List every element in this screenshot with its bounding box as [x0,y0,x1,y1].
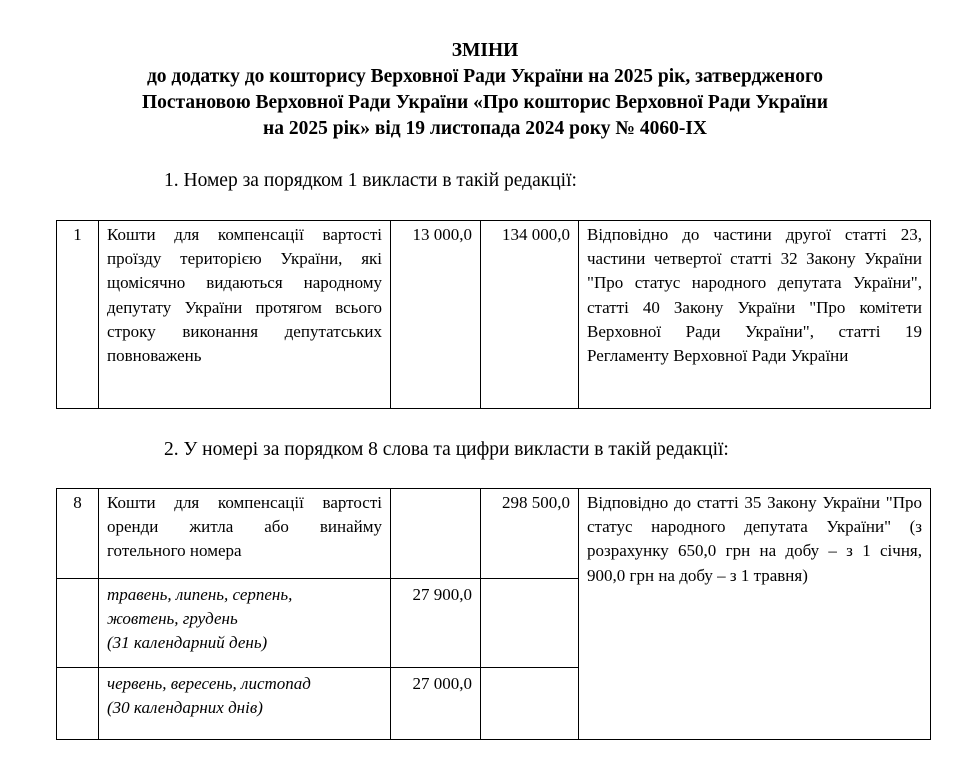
heading-title: ЗМІНИ [451,40,519,61]
heading-line: до додатку до кошторису Верховної Ради У… [146,66,824,87]
subrow-days: (30 календарних днів) [107,698,263,718]
subrow-period: червень, вересень, листопад (30 календар… [98,667,391,740]
empty-cell [480,667,579,740]
row-description: Кошти для компенсації вартості проїзду т… [98,220,391,409]
empty-cell [56,667,99,740]
table-subrow: червень, вересень, листопад (30 календар… [56,667,931,740]
section1-table: 1 Кошти для компенсації вартості проїзду… [56,220,931,409]
section2-table: 8 Кошти для компенсації вартості оренди … [56,488,931,740]
row-amount-monthly [390,488,481,579]
row-number: 1 [56,220,99,409]
subrow-months: травень, липень, серпень, жовтень, груде… [107,585,293,629]
heading-line: на 2025 рік» від 19 листопада 2024 року … [263,118,707,139]
heading-line: Постановою Верховної Ради України «Про к… [141,92,828,113]
section1-text: 1. Номер за порядком 1 викласти в такій … [164,170,577,191]
empty-cell [480,578,579,668]
empty-cell [56,578,99,668]
subrow-amount: 27 900,0 [390,578,481,668]
row-basis: Відповідно до частини другої статті 23, … [578,220,931,409]
row-amount-monthly: 13 000,0 [390,220,481,409]
row-description: Кошти для компенсації вартості оренди жи… [98,488,391,579]
table-row: 1 Кошти для компенсації вартості проїзду… [56,220,931,409]
table-row: 8 Кошти для компенсації вартості оренди … [56,488,931,740]
subrow-amount: 27 000,0 [390,667,481,740]
subrow-days: (31 календарний день) [107,633,268,653]
subrow-period: травень, липень, серпень, жовтень, груде… [98,578,391,668]
row-amount-total: 134 000,0 [480,220,579,409]
row-basis: Відповідно до статті 35 Закону України "… [578,488,931,740]
row-number: 8 [56,488,99,579]
subrow-months: червень, вересень, листопад [107,674,311,693]
document-heading: ЗМІНИ до додатку до кошторису Верховної … [0,38,971,142]
row-amount-total: 298 500,0 [480,488,579,579]
section2-text: 2. У номері за порядком 8 слова та цифри… [164,439,729,460]
